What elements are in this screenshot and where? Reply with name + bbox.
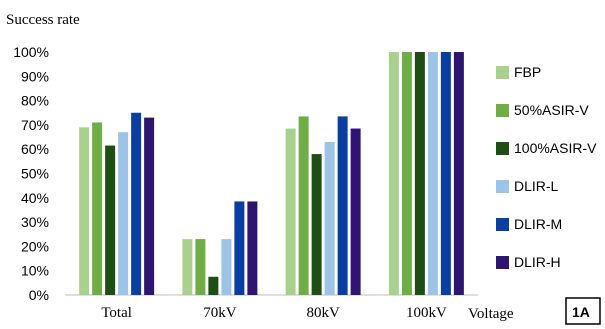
- bar: [79, 127, 90, 295]
- bar: [324, 141, 335, 295]
- y-tick-label: 100%: [13, 44, 49, 60]
- legend-label: DLIR-M: [514, 216, 562, 232]
- legend: FBP 50%ASIR-V 100%ASIR-V DLIR-L DLIR-M DLIR-H: [496, 64, 597, 270]
- legend-label: 100%ASIR-V: [514, 140, 597, 156]
- x-tick-label: 70kV: [203, 305, 237, 321]
- y-tick-label: 80%: [21, 93, 49, 109]
- bar: [195, 239, 206, 295]
- bar: [311, 154, 322, 295]
- bars-group: [79, 52, 464, 296]
- bar: [221, 239, 232, 295]
- bar: [414, 52, 425, 295]
- bar: [247, 201, 258, 295]
- y-axis-title: Success rate: [6, 12, 80, 28]
- y-tick-label: 70%: [21, 117, 49, 133]
- legend-label: 50%ASIR-V: [514, 102, 589, 118]
- bar: [144, 117, 155, 295]
- y-tick-label: 30%: [21, 214, 49, 230]
- x-tick-label: Total: [101, 305, 132, 321]
- bar: [105, 145, 116, 295]
- panel-label-box: 1A: [565, 297, 601, 325]
- y-axis: 0% 10% 20% 30% 40% 50% 60% 70% 80% 90% 100%: [13, 44, 49, 303]
- legend-swatch: [496, 66, 509, 79]
- y-tick-label: 10%: [21, 263, 49, 279]
- x-axis: Total 70kV 80kV 100kV: [101, 305, 447, 321]
- y-tick-label: 90%: [21, 68, 49, 84]
- legend-label: DLIR-L: [514, 178, 559, 194]
- x-axis-title: Voltage: [468, 306, 514, 322]
- bar: [182, 239, 193, 295]
- bar: [453, 52, 464, 295]
- bar: [285, 128, 296, 295]
- bar: [350, 128, 361, 295]
- legend-label: FBP: [514, 64, 541, 80]
- y-tick-label: 60%: [21, 141, 49, 157]
- panel-label: 1A: [572, 304, 590, 320]
- x-tick-label: 100kV: [406, 305, 447, 321]
- bar: [401, 52, 412, 295]
- legend-swatch: [496, 142, 509, 155]
- legend-label: DLIR-H: [514, 254, 561, 270]
- y-tick-label: 20%: [21, 238, 49, 254]
- bar: [388, 52, 399, 295]
- legend-swatch: [496, 180, 509, 193]
- bar: [234, 201, 245, 295]
- bar: [298, 116, 309, 296]
- bar: [427, 52, 438, 295]
- legend-swatch: [496, 218, 509, 231]
- bar: [337, 116, 348, 296]
- x-tick-label: 80kV: [306, 305, 340, 321]
- bar: [92, 122, 103, 295]
- bar: [208, 276, 219, 295]
- y-tick-label: 0%: [29, 287, 49, 303]
- y-tick-label: 50%: [21, 166, 49, 182]
- legend-swatch: [496, 256, 509, 269]
- bar: [440, 52, 451, 295]
- y-tick-label: 40%: [21, 190, 49, 206]
- bar: [131, 112, 142, 295]
- bar: [118, 132, 129, 295]
- legend-swatch: [496, 104, 509, 117]
